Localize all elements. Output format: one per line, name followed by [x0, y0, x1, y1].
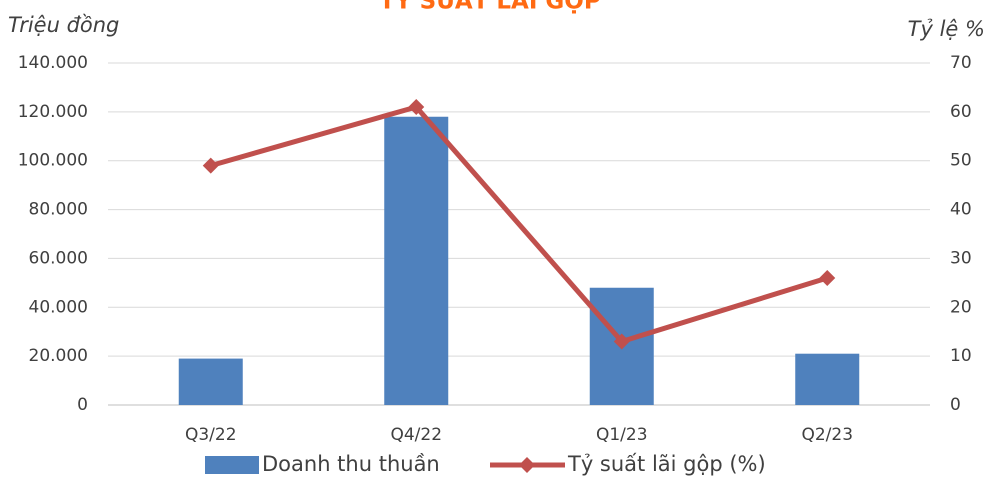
- y-axis-label: Triệu đồng: [8, 13, 119, 37]
- x-tick-label: Q2/23: [801, 425, 853, 445]
- y-tick-label: 100.000: [18, 151, 88, 171]
- y-tick-label: 60.000: [29, 248, 88, 268]
- y2-tick-label: 50: [950, 151, 972, 171]
- y2-tick-label: 40: [950, 200, 972, 220]
- y2-tick-label: 10: [950, 346, 972, 366]
- y2-tick-label: 70: [950, 53, 972, 73]
- y2-tick-label: 0: [950, 395, 961, 415]
- y-tick-label: 80.000: [29, 200, 88, 220]
- x-tick-label: Q4/22: [390, 425, 442, 445]
- x-tick-label: Q3/22: [185, 425, 237, 445]
- legend-label: Tỷ suất lãi gộp (%): [567, 452, 766, 476]
- y-tick-label: 120.000: [18, 102, 88, 122]
- y-tick-label: 0: [77, 395, 88, 415]
- marker: [819, 269, 836, 286]
- line: [210, 104, 828, 344]
- legend-label: Doanh thu thuần: [262, 452, 440, 476]
- y-tick-label: 140.000: [18, 53, 88, 73]
- bar: [384, 116, 449, 405]
- legend-marker: [519, 457, 535, 473]
- y-tick-label: 20.000: [29, 346, 88, 366]
- y2-tick-label: 20: [950, 297, 972, 317]
- marker: [613, 333, 630, 350]
- bar: [178, 358, 243, 405]
- marker: [202, 157, 219, 174]
- x-tick-label: Q1/23: [596, 425, 648, 445]
- y2-tick-label: 60: [950, 102, 972, 122]
- chart-title: TỶ SUẤT LÃI GỘP: [379, 0, 600, 15]
- y2-axis-label: Tỷ lệ %: [908, 17, 985, 41]
- y-tick-label: 40.000: [29, 297, 88, 317]
- legend-swatch: [205, 456, 259, 474]
- y2-tick-label: 30: [950, 248, 972, 268]
- bar: [795, 353, 860, 405]
- marker: [408, 98, 425, 115]
